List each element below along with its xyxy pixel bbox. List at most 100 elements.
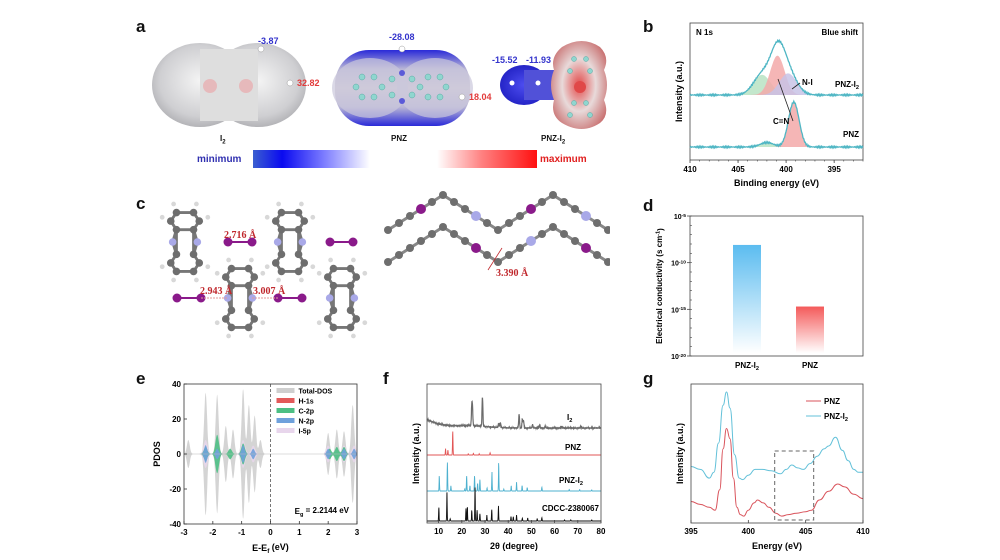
xrd-pattern-i2 [426, 397, 602, 431]
legend-label-n-2p: N-2p [299, 419, 315, 426]
carbon-atom [294, 208, 303, 217]
chart-title: N 1s [696, 28, 713, 37]
x-tick-label: 400 [742, 527, 756, 536]
carbon-atom [406, 244, 414, 252]
hydrogen-atom [214, 320, 220, 326]
highlight-box [774, 450, 815, 521]
carbon-atom [450, 230, 458, 238]
legend-swatch-h-1s [276, 398, 295, 403]
x-tick-label: 395 [827, 165, 841, 174]
bar-pnz-i2 [733, 244, 761, 353]
annotation-blue-shift: Blue shift [822, 28, 859, 37]
hydrogen-atom [310, 214, 316, 220]
distance-label-2716: 2.716 Å [224, 230, 257, 241]
carbon-atom [549, 191, 557, 199]
carbon-atom [189, 250, 198, 259]
carbon-atom [329, 323, 338, 332]
x-tick-label: 80 [597, 527, 606, 536]
hydrogen-atom [328, 257, 333, 263]
hydrogen-atom [205, 264, 211, 270]
carbon-atom [516, 212, 524, 220]
x-tick-label: 2 [326, 528, 331, 537]
hydrogen-atom [171, 201, 176, 207]
colorbar-min-label: minimum [197, 154, 242, 165]
carbon-atom [346, 323, 355, 332]
series-label-pnz: PNZ [565, 443, 581, 452]
carbon-atom [406, 212, 414, 220]
panel-letter-e: e [136, 369, 146, 388]
carbon-atom [221, 273, 230, 281]
carbon-atom [271, 217, 280, 225]
series-label-pnz-i2: PNZ-I2 [835, 80, 859, 91]
hydrogen-atom [264, 264, 270, 270]
molecule-label-pnz: PNZ [391, 134, 407, 143]
hydrogen-atom [260, 320, 266, 326]
carbon-atom [195, 217, 204, 225]
x-tick-label: 400 [779, 165, 793, 174]
nitrogen-atom [526, 236, 536, 246]
plot-frame [426, 383, 602, 524]
panel-letter-g: g [643, 369, 654, 388]
carbon-atom [346, 306, 355, 315]
carbon-atom [384, 226, 392, 234]
carbon-atom [244, 264, 253, 273]
nitrogen-atom [471, 211, 481, 221]
carbon-atom [329, 281, 338, 290]
carbon-atom [593, 219, 601, 227]
x-tick-label: 0 [268, 528, 273, 537]
x-tick-label: 40 [504, 527, 513, 536]
hydrogen-atom [362, 270, 368, 276]
hydrogen-atom [299, 277, 304, 283]
x-category-label: PNZ-I2 [735, 361, 759, 372]
carbon-atom [538, 198, 546, 206]
hydrogen-atom [276, 277, 281, 283]
iodine-atom [247, 237, 257, 247]
y-tick-label: 40 [172, 380, 181, 389]
panel-letter-c: c [136, 194, 146, 213]
chart-g-nexafs: 395 400 405 410 Energy (eV) Intensity (a.u.) P… [675, 383, 870, 551]
carbon-atom [329, 306, 338, 315]
pnz-esp-surface [332, 45, 473, 126]
x-tick-label: 395 [684, 527, 698, 536]
x-tick-label: -2 [209, 528, 217, 537]
colorbar-min-gradient [253, 150, 370, 168]
y-axis-label: Intensity (a.u.) [675, 423, 685, 484]
x-tick-label: 3 [355, 528, 360, 537]
carbon-atom [395, 251, 403, 259]
x-axis-label: E-Ef (eV) [252, 542, 289, 555]
legend-swatch-total-dos [276, 388, 295, 393]
legend-swatch-n-2p [276, 418, 295, 423]
spectrum-line-pnz-i2 [690, 391, 864, 481]
colorbar-max-label: maximum [540, 154, 587, 165]
carbon-atom [604, 258, 610, 266]
hydrogen-atom [159, 214, 165, 220]
chart-d-conductivity: PNZ-I2 PNZ 10-5 10-10 10-15 10-20 Electrical c… [655, 213, 864, 372]
x-tick-label: 60 [550, 527, 559, 536]
x-tick-label: 10 [434, 527, 443, 536]
hydrogen-atom [351, 333, 356, 339]
carbon-atom [221, 315, 230, 323]
carbon-atom [244, 323, 253, 332]
carbon-atom [189, 267, 198, 276]
band-gap-annotation: Eg = 2.2144 eV [295, 506, 350, 518]
carbon-atom [166, 259, 175, 267]
esp-value-pnz-i2-a: -15.52 [492, 55, 518, 65]
molecule-label-i2: I2 [220, 134, 226, 146]
series-label-cdcc-2380067: CDCC-2380067 [542, 504, 599, 513]
carbon-atom [352, 315, 361, 323]
colorbar-max-gradient [437, 150, 537, 168]
annotation-arrow-c-n [777, 78, 794, 122]
carbon-atom [277, 267, 286, 276]
x-axis-label: 2θ (degree) [490, 541, 538, 551]
hydrogen-atom [171, 277, 176, 283]
phenazine-molecule [264, 201, 316, 283]
iodine-molecule [172, 293, 206, 303]
y-axis-label: Intensity (a.u.) [411, 423, 421, 484]
xrd-pattern-cdcc-2380067 [427, 487, 601, 522]
hydrogen-atom [328, 333, 333, 339]
legend-label-total-dos: Total-DOS [299, 389, 333, 396]
plot-frame [689, 215, 864, 357]
bar-pnz [796, 306, 824, 353]
distance-label-3390: 3.390 Å [496, 268, 529, 279]
carbon-atom [516, 244, 524, 252]
